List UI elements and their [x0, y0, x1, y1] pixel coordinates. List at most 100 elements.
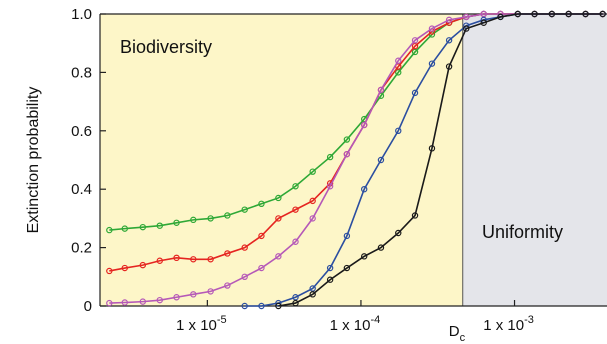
y-tick-label: 0.4: [71, 181, 92, 198]
series-point: [309, 215, 316, 222]
series-point: [106, 267, 113, 275]
series-point: [599, 10, 606, 18]
series-point: [309, 291, 316, 298]
series-point: [207, 288, 214, 295]
series-point: [292, 299, 299, 307]
series-point: [343, 136, 351, 143]
series-point: [292, 183, 299, 190]
series-point: [360, 253, 368, 260]
series-point: [190, 216, 197, 224]
series-point: [173, 294, 180, 301]
x-tick-label: 1 x 10-3: [483, 314, 534, 334]
x-tick-label: 1 x 10-5: [176, 314, 227, 334]
series-point: [224, 212, 231, 219]
series-point: [377, 156, 385, 164]
series-point: [190, 256, 197, 263]
region-label-uniformity: Uniformity: [482, 222, 563, 242]
series-point: [326, 183, 334, 190]
series-point: [514, 10, 521, 18]
series-point: [292, 206, 299, 213]
series-point: [326, 264, 334, 272]
series-point: [309, 197, 316, 205]
series-point: [326, 276, 334, 283]
critical-marker-label: Dc: [449, 323, 466, 344]
y-tick-label: 0.8: [71, 64, 92, 81]
series-point: [565, 10, 572, 18]
series-point: [275, 302, 282, 310]
series-point: [360, 121, 368, 129]
region-label-biodiversity: Biodiversity: [120, 37, 212, 57]
series-point: [258, 232, 265, 240]
series-point: [309, 285, 316, 292]
y-tick-label: 0.6: [71, 123, 92, 140]
series-point: [445, 37, 453, 44]
series-point: [411, 48, 419, 56]
region-uniformity: [462, 14, 607, 306]
series-point: [463, 13, 470, 21]
series-point: [258, 302, 265, 310]
x-tick-label: 1 x 10-4: [330, 314, 381, 334]
series-point: [480, 10, 487, 18]
series-point: [292, 238, 299, 245]
series-point: [480, 19, 487, 26]
series-point: [343, 264, 351, 272]
series-point: [411, 89, 419, 97]
series-point: [207, 256, 214, 263]
series-5: [275, 10, 606, 310]
series-point: [106, 226, 113, 234]
y-tick-label: 0: [84, 298, 92, 315]
labels-layer: Biodiversity Uniformity: [120, 37, 563, 242]
series-point: [360, 185, 368, 193]
series-point: [275, 215, 282, 222]
series-point: [445, 16, 453, 24]
series-point: [411, 37, 419, 44]
series-point: [428, 145, 436, 152]
series-point: [121, 299, 128, 306]
series-point: [224, 250, 231, 257]
series-point: [241, 244, 248, 251]
series-point: [326, 153, 334, 161]
series-point: [395, 127, 402, 134]
series-point: [241, 273, 248, 280]
series-point: [428, 25, 436, 32]
series-point: [241, 302, 248, 310]
series-point: [106, 299, 113, 307]
series-point: [275, 194, 282, 202]
series-point: [395, 57, 402, 64]
series-point: [275, 253, 282, 260]
series-point: [173, 219, 180, 226]
series-point: [121, 264, 128, 272]
series-point: [395, 69, 402, 76]
series-point: [343, 232, 351, 240]
series-point: [548, 10, 556, 18]
series-point: [224, 282, 231, 289]
series-point: [445, 63, 453, 70]
series-layer: [106, 10, 606, 310]
series-point: [258, 200, 265, 207]
series-point: [395, 229, 402, 237]
series-point: [428, 60, 436, 67]
y-tick-label: 1.0: [71, 6, 92, 23]
series-point: [377, 244, 385, 251]
series-point: [156, 257, 163, 264]
y-tick-label: 0.2: [71, 240, 92, 257]
series-point: [531, 10, 538, 18]
series-point: [377, 86, 385, 94]
series-point: [258, 264, 265, 272]
series-point: [139, 261, 147, 269]
regions-layer: [100, 14, 607, 306]
series-point: [139, 298, 147, 305]
series-point: [207, 215, 214, 222]
series-point: [411, 212, 419, 219]
axes-layer: 0 0.2 0.4 0.6 0.8 1.0 1 x 10-5 1 x 10-4 1 x 10-3…: [25, 6, 607, 344]
series-point: [156, 222, 163, 229]
series-point: [292, 294, 299, 301]
series-point: [190, 291, 197, 298]
series-point: [121, 225, 128, 232]
series-point: [497, 13, 504, 21]
series-point: [241, 206, 248, 213]
series-point: [411, 42, 419, 50]
series-point: [173, 254, 180, 262]
series-point: [309, 168, 316, 175]
